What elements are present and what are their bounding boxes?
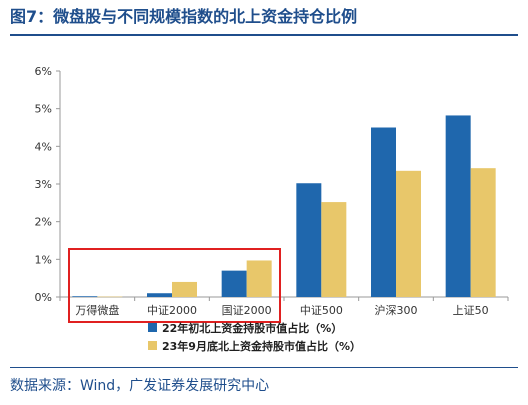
- y-tick-label: 0%: [35, 291, 52, 304]
- y-tick-label: 4%: [35, 140, 52, 153]
- bottom-rule: [10, 367, 518, 368]
- y-tick-label: 3%: [35, 178, 52, 191]
- axes: 0% 1% 2% 3% 4% 5% 6% 万得微盘 中证2000 国证2000 中证500 沪深300…: [35, 65, 509, 317]
- highlight-box: [68, 248, 281, 323]
- bar: [470, 168, 496, 297]
- bar: [396, 170, 421, 297]
- bar: [72, 296, 98, 297]
- bar: [172, 281, 197, 297]
- bars: [72, 115, 496, 298]
- x-tick-label: 万得微盘: [75, 303, 119, 317]
- source-note: 数据来源：Wind，广发证券发展研究中心: [10, 378, 270, 394]
- legend-label: 22年初北上资金持股市值占比（%）: [162, 321, 342, 335]
- bar-chart: 0% 1% 2% 3% 4% 5% 6% 万得微盘 中证2000 国证2000 中证500 沪深300…: [35, 65, 509, 353]
- x-tick-label: 国证2000: [222, 304, 272, 317]
- y-tick-label: 6%: [35, 65, 52, 78]
- x-tick-label: 沪深300: [375, 303, 418, 317]
- y-tick-label: 2%: [35, 216, 52, 229]
- bar: [321, 202, 347, 297]
- bar: [296, 183, 322, 297]
- bar: [97, 296, 123, 298]
- bar: [371, 127, 396, 297]
- legend-swatch: [148, 323, 157, 332]
- bar: [246, 260, 272, 297]
- x-tick-label: 上证50: [453, 304, 489, 317]
- bar: [221, 270, 247, 297]
- legend-label: 23年9月底北上资金持股市值占比（%）: [162, 339, 361, 353]
- y-tick-label: 5%: [35, 103, 52, 116]
- title-rule: [10, 34, 518, 36]
- y-tick-label: 1%: [35, 253, 52, 266]
- legend: 22年初北上资金持股市值占比（%） 23年9月底北上资金持股市值占比（%）: [148, 321, 361, 353]
- x-tick-label: 中证2000: [147, 304, 197, 317]
- chart-title: 图7：微盘股与不同规模指数的北上资金持仓比例: [10, 7, 358, 26]
- highlight-group: [68, 248, 281, 323]
- x-tick-label: 中证500: [300, 304, 343, 317]
- bar: [147, 293, 172, 297]
- legend-swatch: [148, 341, 157, 350]
- bar: [445, 115, 471, 298]
